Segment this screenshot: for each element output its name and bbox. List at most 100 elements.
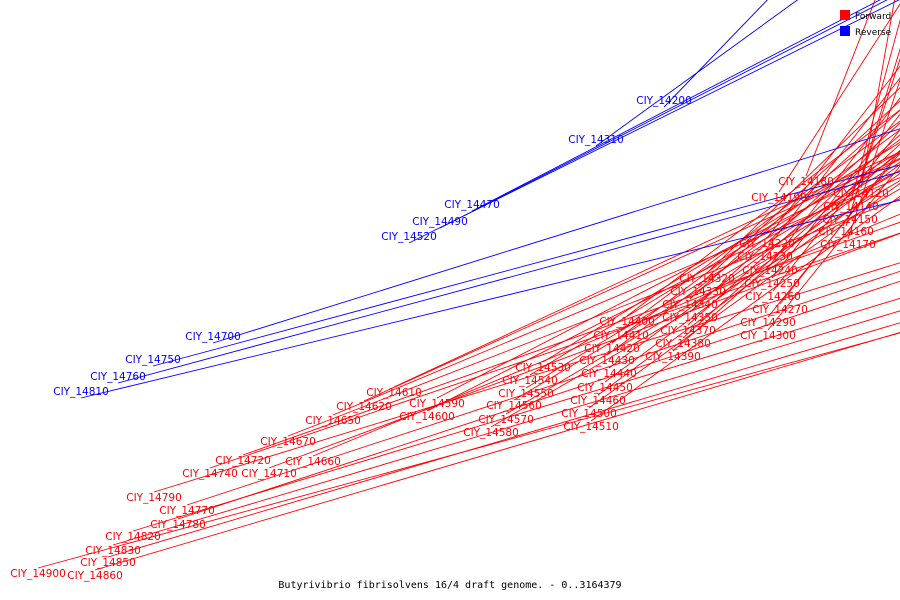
gene-label-ciy-14170[interactable]: CIY_14170 bbox=[820, 239, 876, 251]
gene-label-ciy-14670[interactable]: CIY_14670 bbox=[260, 436, 316, 448]
gene-label-ciy-14230[interactable]: CIY_14230 bbox=[737, 251, 793, 263]
label-leader bbox=[439, 0, 888, 229]
gene-label-ciy-14270[interactable]: CIY_14270 bbox=[752, 304, 808, 316]
gene-label-ciy-14860[interactable]: CIY_14860 bbox=[67, 570, 123, 582]
gene-label-ciy-14540[interactable]: CIY_14540 bbox=[502, 375, 558, 387]
label-leader bbox=[513, 169, 900, 401]
gene-label-ciy-14350[interactable]: CIY_14350 bbox=[662, 312, 718, 324]
label-leader bbox=[588, 182, 900, 409]
gene-label-ciy-14150[interactable]: CIY_14150 bbox=[822, 214, 878, 226]
gene-label-ciy-14750[interactable]: CIY_14750 bbox=[125, 354, 181, 366]
label-leader bbox=[80, 199, 900, 399]
gene-label-ciy-14450[interactable]: CIY_14450 bbox=[577, 382, 633, 394]
gene-label-ciy-14470[interactable]: CIY_14470 bbox=[444, 199, 500, 211]
gene-label-ciy-14560[interactable]: CIY_14560 bbox=[486, 400, 542, 412]
gene-label-ciy-14600[interactable]: CIY_14600 bbox=[399, 411, 455, 423]
label-leader bbox=[37, 332, 900, 569]
label-leader bbox=[312, 213, 900, 457]
gene-label-ciy-14740[interactable]: CIY_14740 bbox=[182, 468, 238, 480]
label-leader bbox=[687, 134, 900, 326]
gene-label-ciy-14330[interactable]: CIY_14330 bbox=[670, 286, 726, 298]
gene-label-ciy-14420[interactable]: CIY_14420 bbox=[584, 343, 640, 355]
gene-label-ciy-14500[interactable]: CIY_14500 bbox=[561, 408, 617, 420]
gene-label-ciy-14590[interactable]: CIY_14590 bbox=[409, 398, 465, 410]
gene-label-ciy-14700[interactable]: CIY_14700 bbox=[185, 331, 241, 343]
label-leader bbox=[426, 169, 900, 412]
label-leader bbox=[287, 198, 900, 437]
gene-label-ciy-14300[interactable]: CIY_14300 bbox=[740, 330, 796, 342]
label-leader bbox=[177, 280, 900, 520]
gene-label-ciy-14620[interactable]: CIY_14620 bbox=[336, 401, 392, 413]
label-leader bbox=[471, 0, 881, 212]
label-leader bbox=[363, 157, 900, 402]
gene-label-ciy-14410[interactable]: CIY_14410 bbox=[593, 330, 649, 342]
gene-label-ciy-14190[interactable]: CIY_14190 bbox=[751, 192, 807, 204]
gene-label-ciy-14370[interactable]: CIY_14370 bbox=[660, 325, 716, 337]
forward-legend-label: Forward bbox=[855, 12, 891, 22]
label-leader bbox=[689, 122, 900, 313]
gene-label-ciy-14510[interactable]: CIY_14510 bbox=[563, 421, 619, 433]
gene-label-ciy-14120[interactable]: CIY_14120 bbox=[833, 188, 889, 200]
gene-label-ciy-14660[interactable]: CIY_14660 bbox=[285, 456, 341, 468]
label-leader bbox=[764, 77, 900, 252]
gene-label-ciy-14850[interactable]: CIY_14850 bbox=[80, 557, 136, 569]
gene-label-ciy-14520[interactable]: CIY_14520 bbox=[381, 231, 437, 243]
label-leader bbox=[393, 151, 900, 388]
gene-label-ciy-14160[interactable]: CIY_14160 bbox=[818, 226, 874, 238]
gene-label-ciy-14550[interactable]: CIY_14550 bbox=[498, 388, 554, 400]
gene-label-ciy-14770[interactable]: CIY_14770 bbox=[159, 505, 215, 517]
label-leader bbox=[117, 171, 900, 384]
gene-label-ciy-14310[interactable]: CIY_14310 bbox=[568, 134, 624, 146]
legend: Forward Reverse bbox=[840, 10, 892, 38]
gene-label-ciy-14810[interactable]: CIY_14810 bbox=[53, 386, 109, 398]
label-leader bbox=[408, 0, 900, 244]
gene-label-ciy-14580[interactable]: CIY_14580 bbox=[463, 427, 519, 439]
gene-label-ciy-14760[interactable]: CIY_14760 bbox=[90, 371, 146, 383]
label-leader bbox=[606, 138, 900, 356]
label-leader bbox=[697, 100, 900, 287]
label-leader bbox=[766, 65, 900, 239]
label-leader bbox=[682, 143, 900, 339]
label-leader bbox=[620, 120, 900, 331]
gene-label-ciy-14490[interactable]: CIY_14490 bbox=[412, 216, 468, 228]
gene-label-ciy-14400[interactable]: CIY_14400 bbox=[599, 316, 655, 328]
gene-label-ciy-14440[interactable]: CIY_14440 bbox=[581, 368, 637, 380]
gene-label-ciy-14710[interactable]: CIY_14710 bbox=[241, 468, 297, 480]
label-leader bbox=[242, 221, 900, 456]
gene-label-ciy-14220[interactable]: CIY_14220 bbox=[739, 238, 795, 250]
gene-label-ciy-14460[interactable]: CIY_14460 bbox=[570, 395, 626, 407]
gene-label-ciy-14390[interactable]: CIY_14390 bbox=[645, 351, 701, 363]
label-leader bbox=[769, 97, 900, 266]
gene-label-ciy-14200[interactable]: CIY_14200 bbox=[636, 95, 692, 107]
gene-label-ciy-14430[interactable]: CIY_14430 bbox=[579, 355, 635, 367]
gene-label-ciy-14610[interactable]: CIY_14610 bbox=[366, 387, 422, 399]
gene-label-ciy-14340[interactable]: CIY_14340 bbox=[662, 299, 718, 311]
gene-label-ciy-14530[interactable]: CIY_14530 bbox=[515, 362, 571, 374]
gene-label-ciy-14290[interactable]: CIY_14290 bbox=[740, 317, 796, 329]
gene-label-ciy-14380[interactable]: CIY_14380 bbox=[655, 338, 711, 350]
label-leader bbox=[611, 129, 900, 344]
gene-label-ciy-14140[interactable]: CIY_14140 bbox=[823, 201, 879, 213]
gene-label-ciy-14250[interactable]: CIY_14250 bbox=[744, 278, 800, 290]
label-leader bbox=[767, 152, 900, 318]
gene-label-ciy-14830[interactable]: CIY_14830 bbox=[85, 545, 141, 557]
label-leader bbox=[849, 47, 900, 215]
gene-label-ciy-14900[interactable]: CIY_14900 bbox=[10, 568, 66, 580]
label-leader bbox=[153, 262, 900, 493]
gene-label-ciy-14790[interactable]: CIY_14790 bbox=[126, 492, 182, 504]
gene-label-ciy-14320[interactable]: CIY_14320 bbox=[679, 273, 735, 285]
gene-label-ciy-14720[interactable]: CIY_14720 bbox=[215, 455, 271, 467]
gene-label-ciy-14570[interactable]: CIY_14570 bbox=[478, 414, 534, 426]
label-leader bbox=[490, 188, 900, 428]
gene-label-ciy-14780[interactable]: CIY_14780 bbox=[150, 519, 206, 531]
gene-label-ciy-14180[interactable]: CIY_14180 bbox=[778, 176, 834, 188]
gene-label-ciy-14650[interactable]: CIY_14650 bbox=[305, 415, 361, 427]
label-leader bbox=[850, 18, 900, 202]
label-leader bbox=[608, 152, 900, 369]
gene-label-ciy-14820[interactable]: CIY_14820 bbox=[105, 531, 161, 543]
gene-label-ciy-14240[interactable]: CIY_14240 bbox=[742, 265, 798, 277]
label-leader bbox=[112, 310, 900, 546]
gene-label-ciy-14260[interactable]: CIY_14260 bbox=[745, 291, 801, 303]
label-leader bbox=[706, 87, 900, 274]
